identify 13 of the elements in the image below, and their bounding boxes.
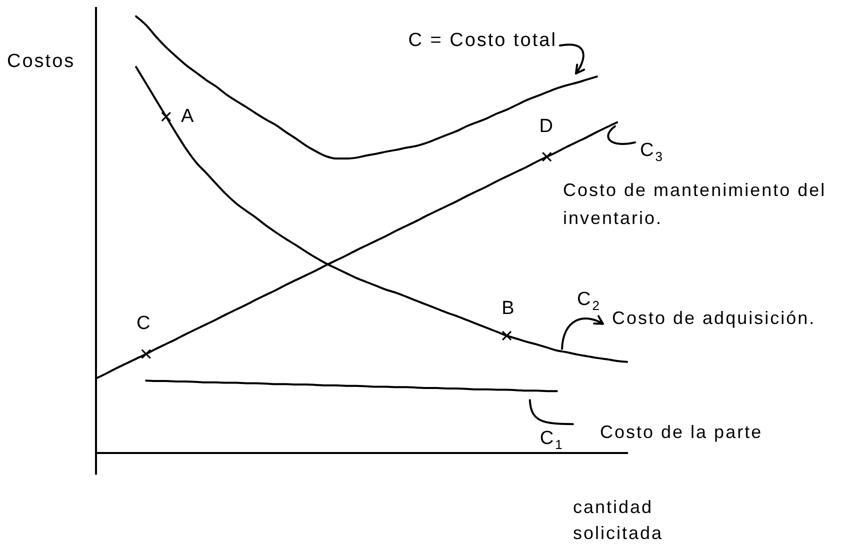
series-label: C = Costo total [408, 28, 557, 52]
annotation: C [136, 312, 152, 336]
text: C$_{2}$ [577, 288, 601, 314]
x-axis-title: cantidad solicitada [573, 496, 664, 545]
y-axis-title: Costos [7, 50, 76, 74]
annotation: D [539, 114, 554, 139]
annotation: B [502, 296, 516, 321]
annotation: A [181, 104, 196, 129]
annotation: Costo de adquisición. [612, 307, 816, 330]
annotation: Costo de mantenimiento del inventario. [563, 179, 828, 230]
annotation: Costo de la parte [600, 421, 763, 444]
legend-label: C$_{1}$ [540, 427, 564, 454]
legend-label: C$_{3}$ [640, 139, 664, 166]
